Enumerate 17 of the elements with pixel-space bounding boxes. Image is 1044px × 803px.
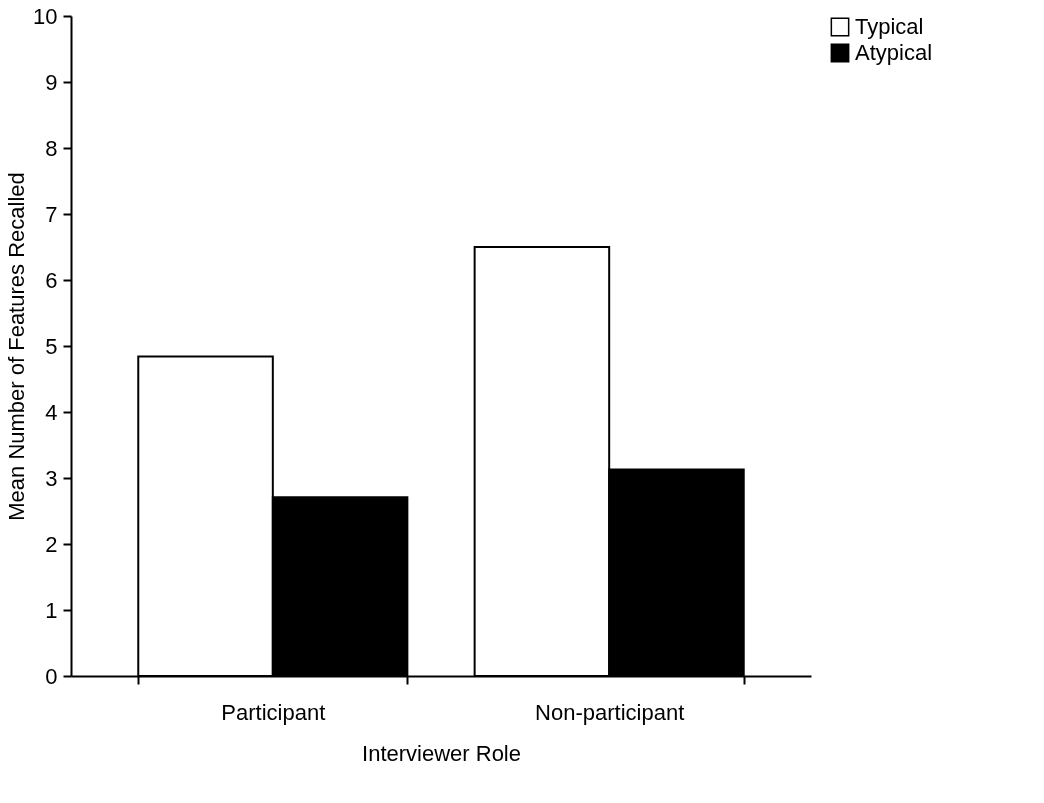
y-tick-label: 4 xyxy=(45,399,58,425)
legend-label: Typical xyxy=(855,14,924,39)
legend-label: Atypical xyxy=(855,40,933,65)
y-tick-label: 0 xyxy=(45,663,58,689)
y-tick-label: 8 xyxy=(45,135,58,161)
y-tick-label: 9 xyxy=(45,69,58,95)
x-tick-label: Non-participant xyxy=(535,699,685,725)
y-tick-label: 6 xyxy=(45,267,58,293)
y-axis-title: Mean Number of Features Recalled xyxy=(4,172,30,521)
x-axis-title: Interviewer Role xyxy=(362,740,521,766)
y-tick-label: 7 xyxy=(45,201,58,227)
y-tick-label: 10 xyxy=(33,3,58,29)
x-tick-label: Participant xyxy=(221,699,326,725)
y-tick-label: 2 xyxy=(45,531,58,557)
y-tick-label: 3 xyxy=(45,465,58,491)
y-tick-label: 5 xyxy=(45,333,58,359)
y-tick-label: 1 xyxy=(45,597,58,623)
